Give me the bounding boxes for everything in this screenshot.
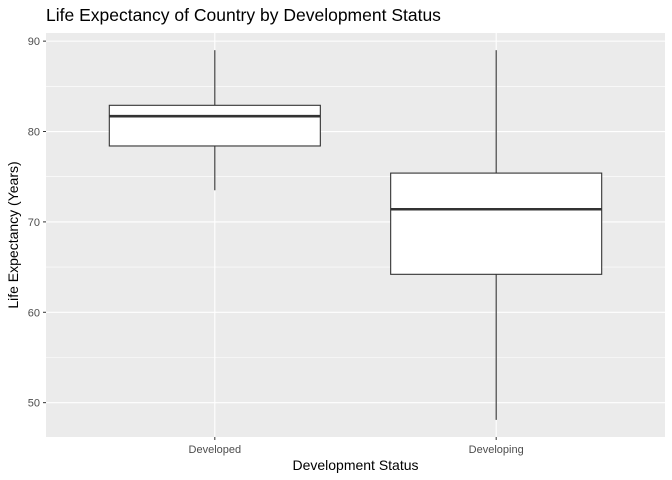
y-tick-label: 80 xyxy=(28,127,40,139)
interquartile-box xyxy=(390,172,603,275)
box-developed xyxy=(108,50,321,191)
x-tick-label: Developing xyxy=(469,444,524,456)
y-tick-label: 50 xyxy=(28,398,40,410)
y-tick-label: 70 xyxy=(28,217,40,229)
y-tick-label: 60 xyxy=(28,307,40,319)
x-axis-title: Development Status xyxy=(292,457,418,473)
boxes xyxy=(108,50,603,420)
y-axis-title: Life Expectancy (Years) xyxy=(5,161,21,308)
chart-title: Life Expectancy of Country by Developmen… xyxy=(46,5,441,25)
box-developing xyxy=(390,50,603,420)
y-axis-ticks: 50 60 70 80 90 xyxy=(28,36,46,410)
y-tick-label: 90 xyxy=(28,36,40,48)
x-tick-label: Developed xyxy=(189,444,242,456)
x-axis-ticks: Developed Developing xyxy=(189,437,524,456)
interquartile-box xyxy=(108,104,321,147)
